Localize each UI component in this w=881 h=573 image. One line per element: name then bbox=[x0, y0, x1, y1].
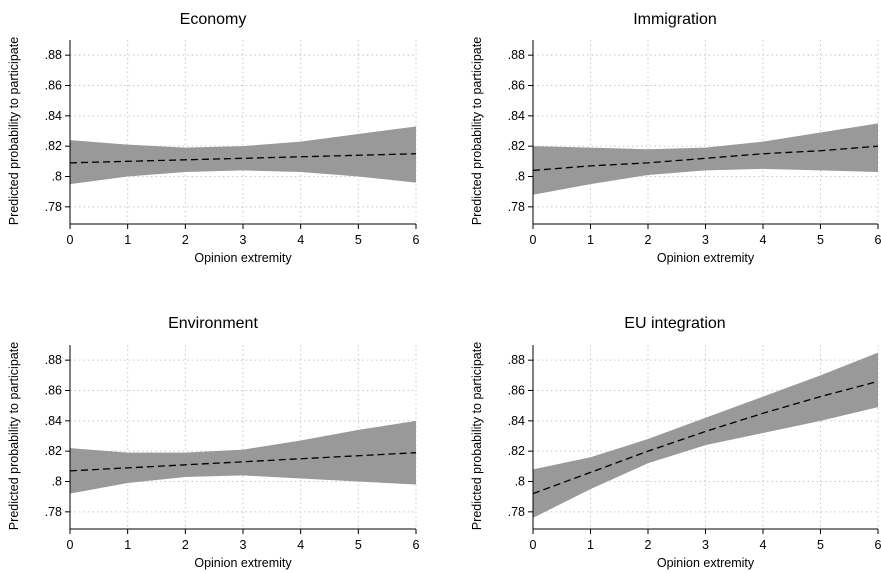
y-tick-label: .84 bbox=[508, 414, 525, 428]
x-tick-label: 6 bbox=[875, 233, 881, 247]
x-tick-label: 1 bbox=[587, 538, 594, 552]
y-tick-label: .8 bbox=[515, 475, 525, 489]
panel-1: .78 .8 .82 .84 .86 .88 0 1 2 3 4 5 6 Economy Opinion e… bbox=[7, 11, 420, 265]
x-tick-label: 2 bbox=[182, 233, 189, 247]
x-tick-label: 4 bbox=[760, 538, 767, 552]
y-tick-label: .8 bbox=[52, 170, 62, 184]
x-tick-label: 4 bbox=[297, 233, 304, 247]
x-tick-label: 6 bbox=[875, 538, 881, 552]
x-tick-label: 0 bbox=[530, 538, 537, 552]
y-tick-label: .88 bbox=[45, 353, 62, 367]
panel-2: .78 .8 .82 .84 .86 .88 0 1 2 3 4 5 6 Immigration Opini… bbox=[470, 11, 881, 265]
confidence-band bbox=[70, 420, 416, 494]
y-tick-label: .8 bbox=[52, 475, 62, 489]
x-tick-label: 3 bbox=[702, 538, 709, 552]
y-tick-label: .82 bbox=[45, 139, 62, 153]
panel-title: Environment bbox=[168, 315, 258, 332]
y-axis-label: Predicted probability to participate bbox=[470, 37, 484, 225]
x-tick-label: 0 bbox=[67, 538, 74, 552]
y-axis-label: Predicted probability to participate bbox=[7, 37, 21, 225]
x-tick-label: 2 bbox=[182, 538, 189, 552]
y-tick-label: .86 bbox=[45, 79, 62, 93]
x-tick-label: 3 bbox=[702, 233, 709, 247]
confidence-band bbox=[70, 126, 416, 185]
x-tick-label: 0 bbox=[530, 233, 537, 247]
x-axis-label: Opinion extremity bbox=[194, 251, 292, 265]
panel-title: Immigration bbox=[633, 11, 717, 28]
x-tick-label: 3 bbox=[240, 538, 247, 552]
y-tick-label: .88 bbox=[45, 48, 62, 62]
predicted-line bbox=[69, 452, 417, 472]
x-tick-label: 5 bbox=[355, 233, 362, 247]
predicted-line bbox=[532, 380, 879, 495]
y-tick-label: .82 bbox=[508, 139, 525, 153]
x-tick-label: 1 bbox=[124, 538, 131, 552]
x-tick-label: 6 bbox=[413, 538, 420, 552]
y-axis-label: Predicted probability to participate bbox=[470, 342, 484, 530]
x-axis-label: Opinion extremity bbox=[194, 556, 292, 570]
x-tick-label: 2 bbox=[645, 538, 652, 552]
predicted-line bbox=[69, 153, 417, 164]
y-tick-label: .86 bbox=[508, 79, 525, 93]
x-tick-label: 6 bbox=[413, 233, 420, 247]
y-tick-label: .86 bbox=[508, 384, 525, 398]
y-tick-label: .8 bbox=[515, 170, 525, 184]
y-axis-label: Predicted probability to participate bbox=[7, 342, 21, 530]
y-tick-label: .78 bbox=[45, 200, 62, 214]
y-tick-label: .78 bbox=[508, 505, 525, 519]
panel-3: .78 .8 .82 .84 .86 .88 0 1 2 3 4 5 6 Environment Opini… bbox=[7, 315, 420, 570]
x-tick-label: 1 bbox=[587, 233, 594, 247]
x-tick-label: 2 bbox=[645, 233, 652, 247]
y-tick-label: .84 bbox=[45, 109, 62, 123]
confidence-band bbox=[533, 352, 878, 518]
y-tick-label: .84 bbox=[45, 414, 62, 428]
y-tick-label: .82 bbox=[45, 444, 62, 458]
y-tick-label: .88 bbox=[508, 48, 525, 62]
confidence-band bbox=[533, 123, 878, 195]
panel-4: .78 .8 .82 .84 .86 .88 0 1 2 3 4 5 6 EU integration Op… bbox=[470, 315, 881, 570]
x-tick-label: 5 bbox=[355, 538, 362, 552]
y-tick-label: .84 bbox=[508, 109, 525, 123]
y-tick-label: .78 bbox=[45, 505, 62, 519]
x-tick-label: 4 bbox=[297, 538, 304, 552]
x-axis-label: Opinion extremity bbox=[657, 556, 755, 570]
panel-title: EU integration bbox=[624, 315, 725, 332]
x-tick-label: 4 bbox=[760, 233, 767, 247]
x-tick-label: 5 bbox=[817, 538, 824, 552]
x-tick-label: 5 bbox=[817, 233, 824, 247]
x-tick-label: 1 bbox=[124, 233, 131, 247]
panel-title: Economy bbox=[180, 11, 247, 28]
predicted-line bbox=[532, 145, 879, 172]
y-tick-label: .86 bbox=[45, 384, 62, 398]
x-tick-label: 0 bbox=[67, 233, 74, 247]
y-tick-label: .78 bbox=[508, 200, 525, 214]
y-tick-label: .88 bbox=[508, 353, 525, 367]
x-tick-label: 3 bbox=[240, 233, 247, 247]
x-axis-label: Opinion extremity bbox=[657, 251, 755, 265]
y-tick-label: .82 bbox=[508, 444, 525, 458]
